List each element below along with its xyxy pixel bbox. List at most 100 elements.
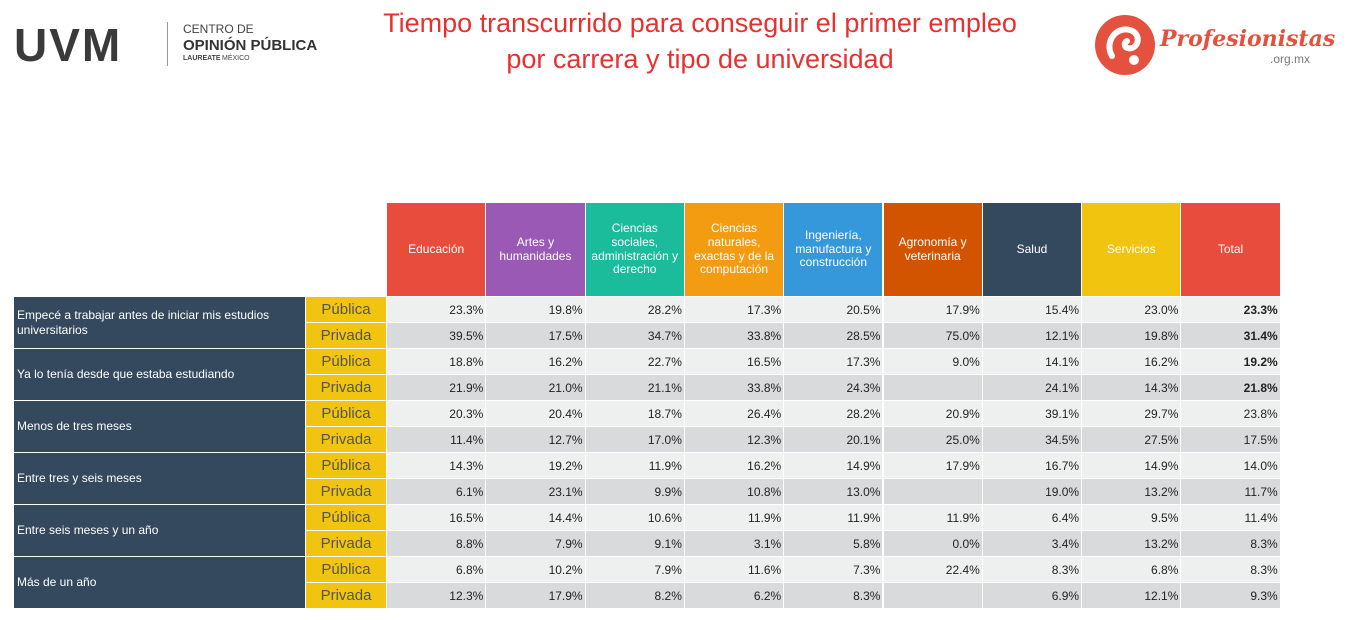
table-cell: 8.3% [982,557,1082,582]
table-cell: 9.9% [585,479,684,504]
table-cell: 13.0% [784,479,883,504]
table-cell: 12.3% [684,427,784,452]
table-cell: 8.3% [1181,557,1280,582]
university-type: Pública [306,349,386,374]
table-cell: 8.8% [387,531,486,556]
table-cell: 14.9% [784,453,883,478]
table-cell: 8.3% [1181,531,1280,556]
table-cell: 21.8% [1181,375,1280,400]
table-cell: 23.3% [1181,297,1280,322]
logo-domain: .org.mx [1270,52,1311,66]
table-cell: 9.0% [883,349,982,374]
table-cell: 17.0% [585,427,684,452]
table-cell: 23.0% [1082,297,1181,322]
table-cell: 16.5% [387,505,486,530]
table-cell: 39.5% [387,323,486,348]
column-header: Total [1181,203,1280,296]
university-type: Pública [306,557,386,582]
table-cell: 20.9% [883,401,982,426]
table-cell: 8.2% [585,583,684,608]
table-cell: 17.5% [1181,427,1280,452]
table-cell: 20.3% [387,401,486,426]
table-cell: 12.3% [387,583,486,608]
table-cell: 23.3% [387,297,486,322]
column-header: Ciencias sociales, administración y dere… [585,203,684,296]
table-cell: 6.9% [982,583,1082,608]
table-cell: 19.8% [1082,323,1181,348]
university-type: Pública [306,453,386,478]
table-cell: 8.3% [784,583,883,608]
table-cell [883,479,982,504]
university-type: Privada [306,479,386,504]
logo-icon [1095,15,1155,75]
table-cell: 6.1% [387,479,486,504]
table-cell: 17.9% [486,583,585,608]
table-cell: 33.8% [684,375,784,400]
column-header: Ingeniería, manufactura y construcción [784,203,883,296]
table-cell: 23.8% [1181,401,1280,426]
logo-divider [167,22,168,66]
logo-brand: UVM [14,19,123,71]
column-header: Agronomía y veterinaria [883,203,982,296]
table-cell: 21.9% [387,375,486,400]
university-type: Privada [306,531,386,556]
table-cell: 12.7% [486,427,585,452]
university-type: Privada [306,375,386,400]
table-cell: 34.7% [585,323,684,348]
table-cell: 14.9% [1082,453,1181,478]
table-cell: 11.9% [684,505,784,530]
column-header: Artes y humanidades [486,203,585,296]
university-type: Privada [306,323,386,348]
table-cell: 14.0% [1181,453,1280,478]
university-type: Pública [306,401,386,426]
table-cell [883,583,982,608]
column-header: Ciencias naturales, exactas y de la comp… [684,203,784,296]
table-cell: 28.2% [585,297,684,322]
column-header: Servicios [1082,203,1181,296]
table-cell: 10.2% [486,557,585,582]
table-cell: 16.5% [684,349,784,374]
title: Tiempo transcurrido para conseguir el pr… [383,8,1017,38]
table-cell: 6.2% [684,583,784,608]
table-cell: 20.1% [784,427,883,452]
table-cell: 14.4% [486,505,585,530]
table-cell: 13.2% [1082,531,1181,556]
row-group-label: Más de un año [14,557,305,608]
table-cell: 17.5% [486,323,585,348]
row-group-label: Menos de tres meses [14,401,305,452]
table-cell: 9.5% [1082,505,1181,530]
table-cell: 28.5% [784,323,883,348]
table-cell: 12.1% [982,323,1082,348]
table-cell: 18.8% [387,349,486,374]
table-cell: 20.4% [486,401,585,426]
table-cell: 12.1% [1082,583,1181,608]
table-cell: 26.4% [684,401,784,426]
table-cell: 16.2% [486,349,585,374]
table-cell: 39.1% [982,401,1082,426]
column-header: Salud [982,203,1082,296]
table-cell: 27.5% [1082,427,1181,452]
table-cell: 11.9% [883,505,982,530]
table-cell: 7.3% [784,557,883,582]
title: por carrera y tipo de universidad [506,44,894,74]
table-cell: 31.4% [1181,323,1280,348]
table-cell: 29.7% [1082,401,1181,426]
table-cell: 22.7% [585,349,684,374]
table-cell: 16.2% [1082,349,1181,374]
table-cell: 14.3% [387,453,486,478]
table-cell: 22.4% [883,557,982,582]
table-cell: 19.2% [486,453,585,478]
table-cell: 6.8% [387,557,486,582]
table-cell: 24.3% [784,375,883,400]
table-cell: 17.3% [684,297,784,322]
table-cell: 16.2% [684,453,784,478]
table-cell: 15.4% [982,297,1082,322]
table-cell: 75.0% [883,323,982,348]
table-cell: 24.1% [982,375,1082,400]
column-header: Educación [387,203,486,296]
table-cell: 18.7% [585,401,684,426]
logo-text: CENTRO DE [183,22,254,36]
logo-name: Profesionistas [1160,26,1336,52]
table-cell: 13.2% [1082,479,1181,504]
table-cell: 20.5% [784,297,883,322]
